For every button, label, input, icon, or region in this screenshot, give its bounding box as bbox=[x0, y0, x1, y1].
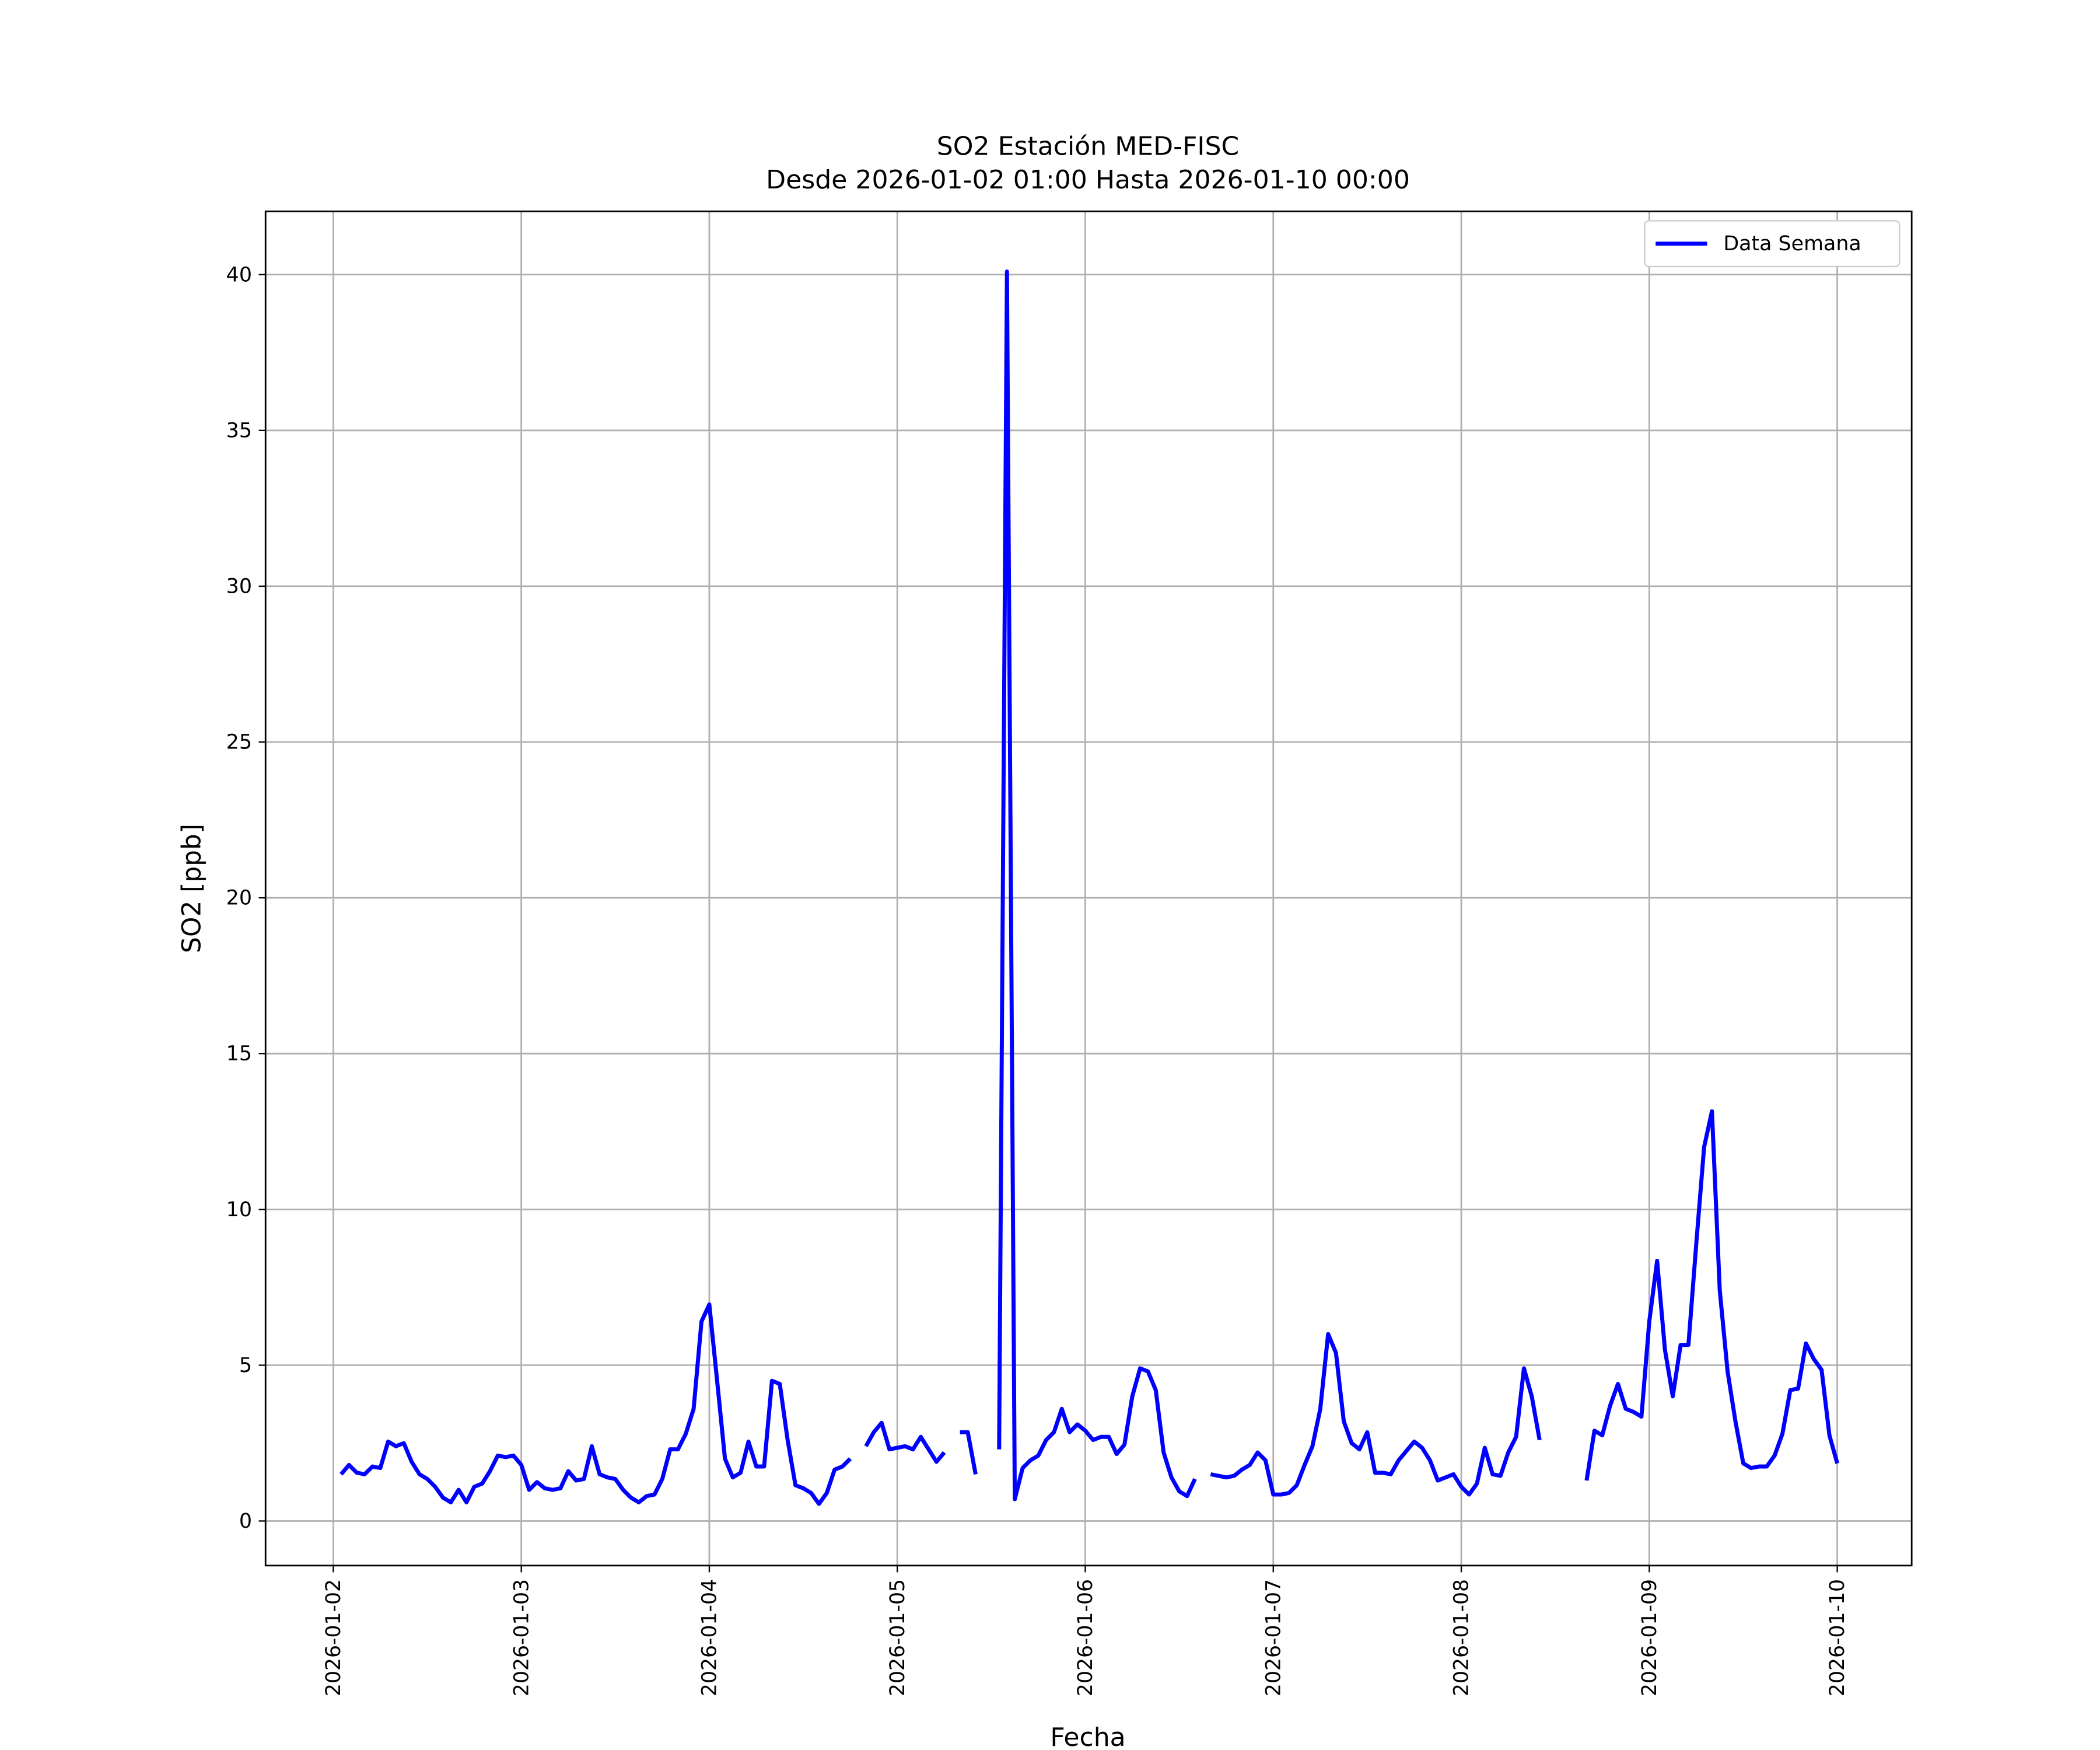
chart-subtitle: Desde 2026-01-02 01:00 Hasta 2026-01-10 … bbox=[766, 165, 1410, 195]
chart-title: SO2 Estación MED-FISC bbox=[937, 132, 1239, 162]
x-tick-label: 2026-01-05 bbox=[886, 1579, 909, 1696]
legend-label: Data Semana bbox=[1723, 232, 1861, 256]
y-tick-label: 30 bbox=[226, 575, 252, 598]
y-tick-label: 15 bbox=[226, 1042, 252, 1066]
x-tick-label: 2026-01-02 bbox=[322, 1579, 345, 1696]
x-tick-label: 2026-01-03 bbox=[510, 1579, 533, 1696]
y-tick-label: 20 bbox=[226, 887, 252, 910]
x-tick-label: 2026-01-07 bbox=[1262, 1579, 1285, 1696]
y-tick-label: 5 bbox=[239, 1354, 252, 1377]
y-tick-label: 0 bbox=[239, 1510, 252, 1533]
x-tick-label: 2026-01-06 bbox=[1074, 1579, 1097, 1696]
y-tick-label: 25 bbox=[226, 731, 252, 754]
y-axis-label: SO2 [ppb] bbox=[177, 824, 207, 953]
x-tick-label: 2026-01-08 bbox=[1450, 1579, 1474, 1696]
x-axis-label: Fecha bbox=[1050, 1723, 1125, 1750]
plot-frame bbox=[264, 210, 1913, 1567]
y-tick-label: 35 bbox=[226, 419, 252, 442]
legend-box bbox=[1644, 220, 1901, 268]
y-tick-label: 40 bbox=[226, 263, 252, 286]
y-tick-label: 10 bbox=[226, 1198, 252, 1222]
x-tick-label: 2026-01-09 bbox=[1638, 1579, 1661, 1696]
x-tick-label: 2026-01-04 bbox=[698, 1579, 721, 1696]
data-line bbox=[340, 269, 1839, 1506]
x-tick-label: 2026-01-10 bbox=[1826, 1579, 1849, 1696]
